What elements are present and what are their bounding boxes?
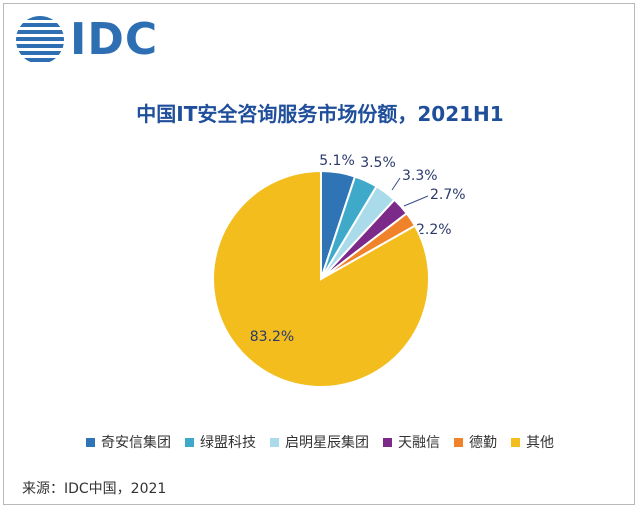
source-note: 来源：IDC中国，2021 [22,481,167,497]
slice-data-label: 3.3% [402,168,438,184]
chart-title: 中国IT安全咨询服务市场份额，2021H1 [136,102,504,126]
legend-item: 绿盟科技 [185,432,256,452]
legend-label: 德勤 [469,435,497,451]
pie-slice [212,169,430,388]
legend-swatch [185,437,194,447]
legend-label: 天融信 [398,435,440,451]
label-leader-line [391,177,401,191]
legend-swatch [383,437,392,447]
slice-data-label: 2.2% [416,222,452,238]
chart-frame [3,3,635,505]
legend-item: 其他 [511,432,554,452]
slice-data-label: 83.2% [250,329,294,345]
idc-logo-text: IDC [70,14,159,65]
legend-swatch [511,437,520,447]
legend-item: 启明星辰集团 [270,432,369,452]
chart-legend: 奇安信集团 绿盟科技 启明星辰集团 天融信 德勤 其他 [0,432,640,452]
slice-data-label: 5.1% [319,153,355,169]
label-leader-line [403,195,429,207]
legend-label: 奇安信集团 [101,435,171,451]
legend-label: 绿盟科技 [200,435,256,451]
pie-chart: 5.1% 3.5% 3.3% 2.7% 2.2% 83.2% [212,153,466,388]
legend-swatch [270,437,279,447]
legend-swatch [86,437,95,447]
legend-item: 奇安信集团 [86,432,171,452]
idc-globe-icon [16,16,64,62]
slice-data-label: 2.7% [430,187,466,203]
legend-label: 其他 [526,435,554,451]
legend-swatch [454,437,463,447]
legend-label: 启明星辰集团 [285,435,369,451]
slice-data-label: 3.5% [360,155,396,171]
legend-item: 天融信 [383,432,440,452]
legend-item: 德勤 [454,432,497,452]
